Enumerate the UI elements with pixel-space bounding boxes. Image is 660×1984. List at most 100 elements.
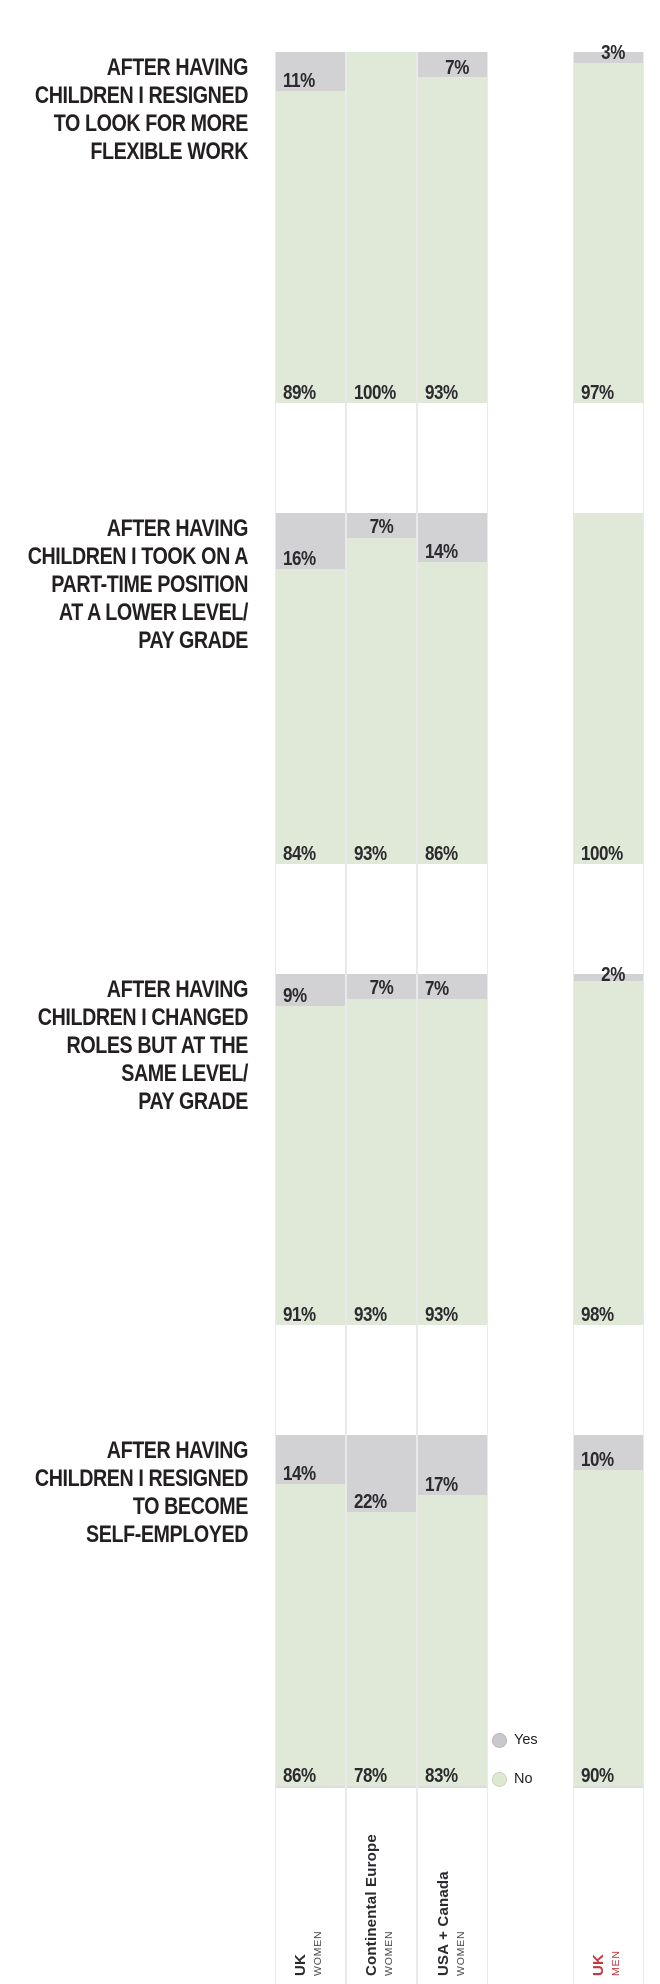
bar-segment-no: [276, 1484, 345, 1786]
question-label-line: AFTER HAVING: [106, 976, 249, 1003]
axis-category-main: UK: [292, 1953, 309, 1976]
yes-value-label: 22%: [354, 1491, 387, 1513]
question-label-line: PAY GRADE: [138, 1088, 248, 1115]
no-value-label: 90%: [581, 1765, 614, 1787]
yes-value-label: 14%: [283, 1463, 316, 1485]
axis-category-sub: WOMEN: [455, 1930, 467, 1976]
yes-value-label: 7%: [425, 978, 449, 1000]
yes-value-label: 11%: [283, 70, 315, 92]
question-label: AFTER HAVING CHILDREN I CHANGED ROLES BUT …: [0, 976, 249, 1116]
bar-baseline-rule: [347, 1786, 416, 1788]
yes-value-label: 9%: [283, 985, 307, 1007]
legend-item: No: [492, 1771, 533, 1787]
no-value-label: 91%: [283, 1304, 316, 1326]
question-label: AFTER HAVING CHILDREN I TOOK ON A PART-TIM…: [0, 515, 249, 655]
no-value-label: 93%: [425, 1304, 458, 1326]
bar-segment-yes: [347, 1435, 416, 1512]
legend-label: Yes: [514, 1732, 538, 1748]
question-label-line: TO BECOME: [132, 1493, 249, 1520]
question-label-line: SAME LEVEL/: [121, 1060, 248, 1087]
axis-category-main: USA + Canada: [435, 1871, 452, 1976]
no-value-label: 93%: [354, 1304, 387, 1326]
yes-value-label: 14%: [425, 541, 458, 563]
bar-segment-no: [574, 1470, 643, 1786]
question-label: AFTER HAVING CHILDREN I RESIGNED TO LOOK F…: [0, 54, 248, 166]
no-value-label: 86%: [425, 843, 458, 865]
no-value-label: 93%: [425, 382, 458, 404]
bar-baseline-rule: [418, 1786, 487, 1788]
legend-no-swatch-icon: [492, 1771, 507, 1787]
question-label-line: ROLES BUT AT THE: [66, 1032, 249, 1059]
axis-category-sub: WOMEN: [383, 1930, 395, 1976]
axis-category-label: UK MEN: [589, 1950, 623, 1976]
question-label-line: CHILDREN I RESIGNED: [34, 1465, 248, 1492]
bar-segment-no: [276, 91, 345, 403]
bar-segment-yes: [276, 513, 345, 569]
legend-yes-swatch-icon: [492, 1732, 507, 1748]
question-label-line: AFTER HAVING: [106, 54, 249, 81]
yes-value-label: 7%: [369, 516, 394, 538]
question-label-line: CHILDREN I RESIGNED: [34, 82, 248, 109]
bar-segment-yes: [276, 974, 345, 1006]
bar-segment-no: [574, 981, 643, 1325]
yes-value-label: 7%: [369, 977, 394, 999]
question-label-line: TO LOOK FOR MORE: [53, 110, 249, 137]
yes-value-label: 10%: [581, 1449, 614, 1471]
bar-segment-no: [276, 1006, 345, 1325]
bar-segment-no: [418, 562, 487, 864]
yes-value-label: 3%: [601, 42, 625, 64]
bar-segment-yes: [418, 1435, 487, 1495]
question-label-line: AFTER HAVING: [106, 1437, 249, 1464]
bar-segment-yes: [418, 974, 487, 999]
axis-category-label: Continental Europe WOMEN: [362, 1834, 396, 1976]
bar-segment-yes: [276, 52, 345, 91]
bar-segment-yes: [347, 513, 416, 538]
no-value-label: 98%: [581, 1304, 614, 1326]
bar-segment-no: [418, 77, 487, 403]
bar-segment-no: [574, 513, 643, 864]
axis-category-main: Continental Europe: [363, 1834, 380, 1976]
bar-segment-yes: [418, 513, 487, 562]
bar-segment-no: [276, 569, 345, 864]
axis-category-sub: MEN: [610, 1950, 622, 1976]
question-label: AFTER HAVING CHILDREN I RESIGNED TO BECOME…: [0, 1437, 248, 1549]
axis-category-sub: WOMEN: [312, 1930, 324, 1976]
bar-segment-no: [347, 52, 416, 403]
no-value-label: 78%: [354, 1765, 387, 1787]
bar-segment-no: [347, 1512, 416, 1786]
question-label-line: CHILDREN I TOOK ON A: [27, 543, 249, 570]
question-label-line: AT A LOWER LEVEL/: [58, 599, 249, 626]
axis-category-label: USA + Canada WOMEN: [434, 1871, 468, 1976]
legend-label: No: [514, 1771, 533, 1787]
yes-value-label: 2%: [601, 964, 625, 986]
no-value-label: 89%: [283, 382, 316, 404]
bar-segment-yes: [418, 52, 487, 77]
bar-baseline-rule: [276, 1786, 345, 1788]
no-value-label: 86%: [283, 1765, 316, 1787]
bar-segment-no: [347, 538, 416, 864]
no-value-label: 100%: [581, 843, 623, 865]
yes-value-label: 17%: [425, 1474, 458, 1496]
question-label-line: PART-TIME POSITION: [51, 571, 249, 598]
question-label-line: FLEXIBLE WORK: [90, 138, 248, 165]
question-label-line: SELF-EMPLOYED: [86, 1521, 248, 1548]
bar-segment-no: [418, 999, 487, 1325]
axis-category-label: UK WOMEN: [291, 1931, 325, 1976]
bar-segment-yes: [347, 974, 416, 999]
no-value-label: 100%: [354, 382, 396, 404]
no-value-label: 83%: [425, 1765, 458, 1787]
bar-baseline-rule: [574, 1786, 643, 1788]
legend-item: Yes: [492, 1732, 538, 1748]
bar-segment-no: [574, 63, 643, 403]
question-label-line: PAY GRADE: [138, 627, 248, 654]
question-label-line: AFTER HAVING: [106, 515, 249, 542]
bar-segment-yes: [574, 52, 643, 63]
bar-segment-yes: [574, 974, 643, 981]
bar-segment-yes: [574, 1435, 643, 1470]
yes-value-label: 7%: [445, 57, 469, 79]
no-value-label: 84%: [283, 843, 316, 865]
axis-category-main: UK: [590, 1953, 607, 1976]
question-label-line: CHILDREN I CHANGED: [37, 1004, 249, 1031]
bar-segment-no: [347, 999, 416, 1325]
